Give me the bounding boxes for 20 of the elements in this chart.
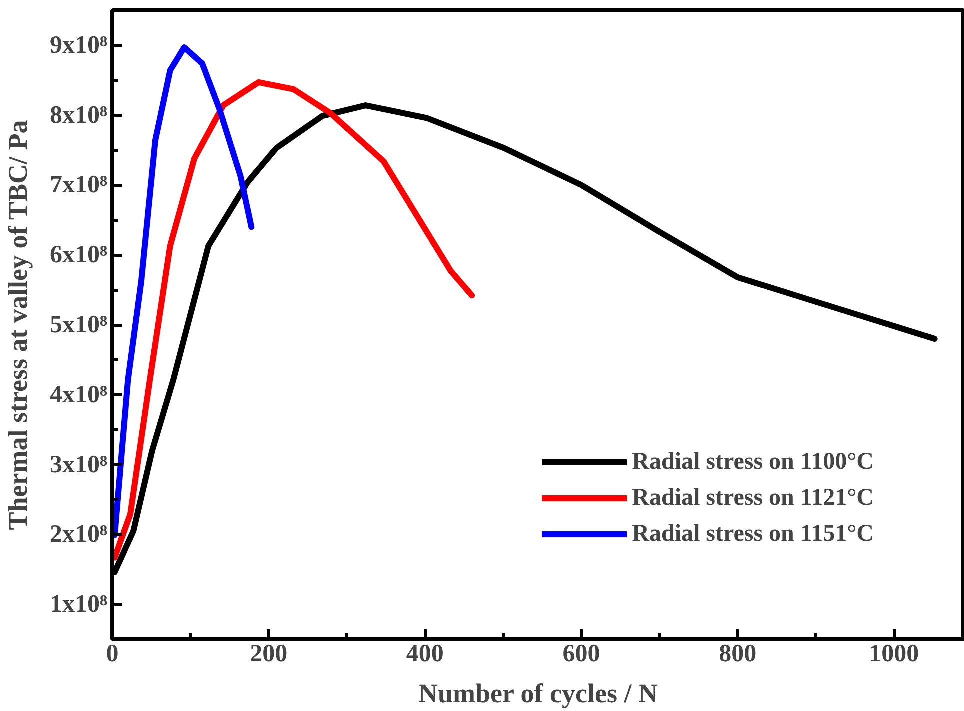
y-tick-label: 9x10⁸ xyxy=(50,32,108,59)
y-tick-label: 4x10⁸ xyxy=(50,381,108,408)
y-tick-label: 6x10⁸ xyxy=(50,242,108,269)
legend-label: Radial stress on 1100°C xyxy=(632,448,874,476)
y-tick-label: 7x10⁸ xyxy=(50,172,108,199)
y-tick-label: 1x10⁸ xyxy=(50,591,108,618)
y-axis-title: Thermal stress at valley of TBC/ Pa xyxy=(3,120,34,530)
x-tick-label: 0 xyxy=(106,640,119,668)
x-axis-title: Number of cycles / N xyxy=(418,678,658,708)
x-tick-label: 200 xyxy=(250,640,288,668)
legend-label: Radial stress on 1151°C xyxy=(632,520,874,548)
y-tick-label: 8x10⁸ xyxy=(50,102,108,129)
y-tick-label: 3x10⁸ xyxy=(50,451,108,478)
x-tick-label: 1000 xyxy=(869,640,920,668)
y-tick-label: 2x10⁸ xyxy=(50,521,108,548)
x-tick-label: 400 xyxy=(406,640,444,668)
y-tick-label: 5x10⁸ xyxy=(50,312,108,338)
x-tick-label: 800 xyxy=(719,640,757,668)
legend-label: Radial stress on 1121°C xyxy=(632,484,874,512)
x-tick-label: 600 xyxy=(562,640,600,668)
